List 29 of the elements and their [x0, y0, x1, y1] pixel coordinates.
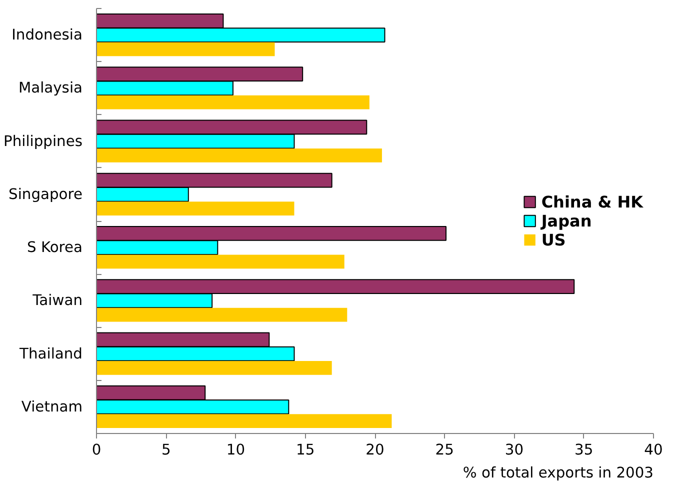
y-tick-label: S Korea	[26, 239, 83, 256]
x-tick-label: 10	[226, 442, 246, 458]
bar	[96, 148, 382, 162]
x-tick-label: 5	[161, 442, 171, 458]
y-tick-label: Taiwan	[32, 292, 83, 310]
y-tick-label: Thailand	[18, 345, 83, 362]
x-tick-label: 0	[92, 442, 102, 458]
y-tick-label: Malaysia	[18, 80, 83, 97]
legend-label: Japan	[541, 211, 592, 230]
bar	[96, 95, 370, 110]
bar	[96, 202, 294, 216]
bar	[96, 42, 275, 56]
legend-label: China & HK	[541, 192, 643, 211]
y-tick-label: Indonesia	[12, 26, 83, 44]
bar	[96, 308, 348, 322]
x-tick-label: 35	[574, 442, 594, 458]
x-tick-label: 20	[366, 442, 384, 458]
bar	[96, 414, 392, 428]
x-tick-label: 15	[296, 442, 315, 458]
bar	[96, 361, 332, 375]
bar	[96, 254, 344, 269]
y-tick-label: Philippines	[4, 132, 83, 150]
y-tick-label: Singapore	[8, 186, 83, 203]
y-tick-label: Vietnam	[21, 398, 83, 416]
x-tick-label: 40	[644, 442, 663, 458]
legend-label: US	[541, 230, 566, 249]
x-axis-title: % of total exports in 2003	[462, 464, 654, 482]
x-tick-label: 30	[504, 442, 524, 458]
x-tick-label: 25	[435, 442, 454, 458]
